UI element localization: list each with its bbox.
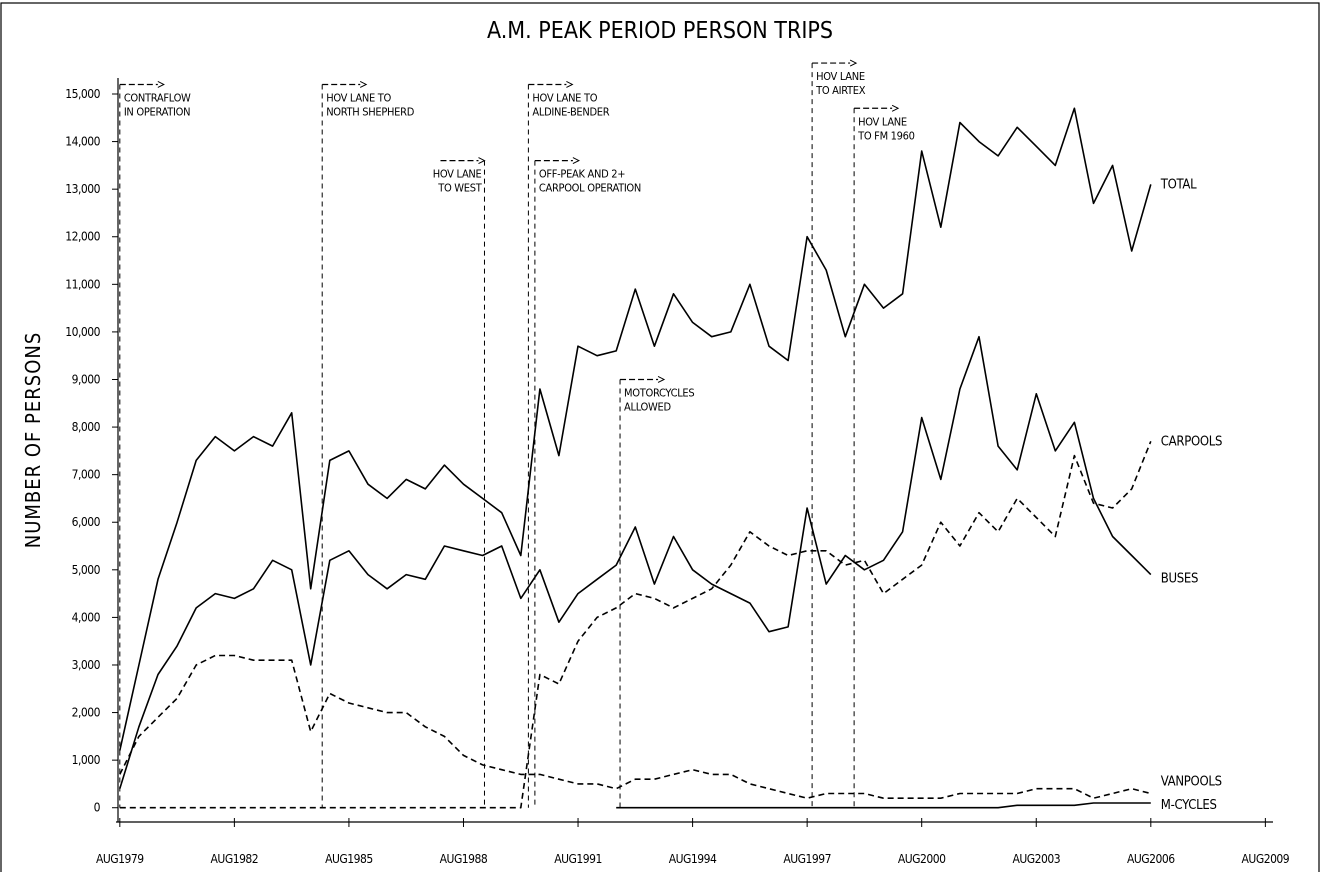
annotation-arrowhead [849, 59, 858, 67]
annotation-arrowhead [657, 376, 666, 383]
annotation-text: CONTRAFLOW [124, 91, 191, 104]
x-tick-label: AUG2009 [1242, 852, 1290, 866]
series-label: M-CYCLES [1161, 798, 1217, 813]
y-tick-label: 9,000 [72, 372, 101, 386]
x-tick-label: AUG1991 [554, 852, 602, 866]
annotation-text: NORTH SHEPHERD [326, 105, 415, 118]
annotation-arrowhead [157, 81, 165, 88]
y-tick-label: 1,000 [72, 753, 101, 767]
x-tick-label: AUG1994 [669, 852, 717, 866]
annotation-text: HOV LANE [816, 70, 865, 83]
annotation-arrowhead [572, 157, 581, 165]
annotation-arrowhead [359, 81, 368, 88]
y-tick-label: 13,000 [65, 182, 100, 196]
x-tick-label: AUG1979 [96, 852, 144, 866]
annotation-arrowhead [478, 157, 486, 165]
annotation-text: HOV LANE TO [326, 91, 391, 104]
annotation-text: IN OPERATION [124, 105, 190, 118]
y-tick-label: 8,000 [72, 420, 101, 434]
x-tick-label: AUG2000 [898, 852, 946, 866]
series-line [119, 107, 1152, 751]
annotation-arrowhead [891, 104, 900, 112]
y-tick-label: 2,000 [72, 706, 101, 720]
annotation-text: CARPOOL OPERATION [539, 182, 641, 195]
annotation-text: MOTORCYCLES [624, 386, 694, 399]
annotation-text: TO FM 1960 [857, 129, 915, 142]
y-tick-label: 15,000 [65, 87, 100, 101]
annotation-text: TO AIRTEX [815, 84, 866, 97]
y-tick-label: 3,000 [72, 658, 101, 672]
x-tick-label: AUG1982 [211, 852, 259, 866]
y-tick-label: 10,000 [65, 325, 100, 339]
x-tick-label: AUG1988 [440, 852, 488, 866]
x-tick-label: AUG2003 [1012, 852, 1060, 866]
series-line [616, 802, 1151, 809]
y-tick-label: 12,000 [65, 230, 100, 244]
annotation-text: ALLOWED [624, 400, 671, 413]
y-axis-label: NUMBER OF PERSONS [21, 332, 45, 549]
series-line [119, 441, 1152, 809]
series-label: VANPOOLS [1161, 774, 1222, 789]
annotation-text: HOV LANE [433, 168, 482, 181]
annotation-text: ALDINE-BENDER [532, 105, 609, 118]
y-tick-label: 6,000 [72, 515, 101, 529]
series-label: BUSES [1161, 572, 1198, 587]
y-tick-label: 11,000 [65, 277, 100, 291]
y-tick-label: 7,000 [72, 468, 101, 482]
y-tick-label: 14,000 [65, 135, 100, 149]
series-label: TOTAL [1160, 177, 1197, 192]
x-tick-label: AUG1985 [325, 852, 373, 866]
series-label: CARPOOLS [1161, 434, 1222, 449]
y-tick-label: 0 [94, 801, 101, 815]
annotation-text: HOV LANE [858, 115, 907, 128]
x-tick-label: AUG1997 [783, 852, 831, 866]
y-tick-label: 5,000 [72, 563, 101, 577]
annotation-text: HOV LANE TO [532, 91, 597, 104]
annotation-text: OFF-PEAK AND 2+ [539, 168, 625, 181]
annotation-arrowhead [566, 81, 574, 88]
annotation-text: TO WEST [437, 182, 482, 195]
series-line [119, 654, 1151, 799]
y-tick-label: 4,000 [72, 610, 101, 624]
x-tick-label: AUG2006 [1127, 852, 1175, 866]
chart-title: A.M. PEAK PERIOD PERSON TRIPS [487, 18, 833, 44]
series-line [119, 335, 1152, 789]
